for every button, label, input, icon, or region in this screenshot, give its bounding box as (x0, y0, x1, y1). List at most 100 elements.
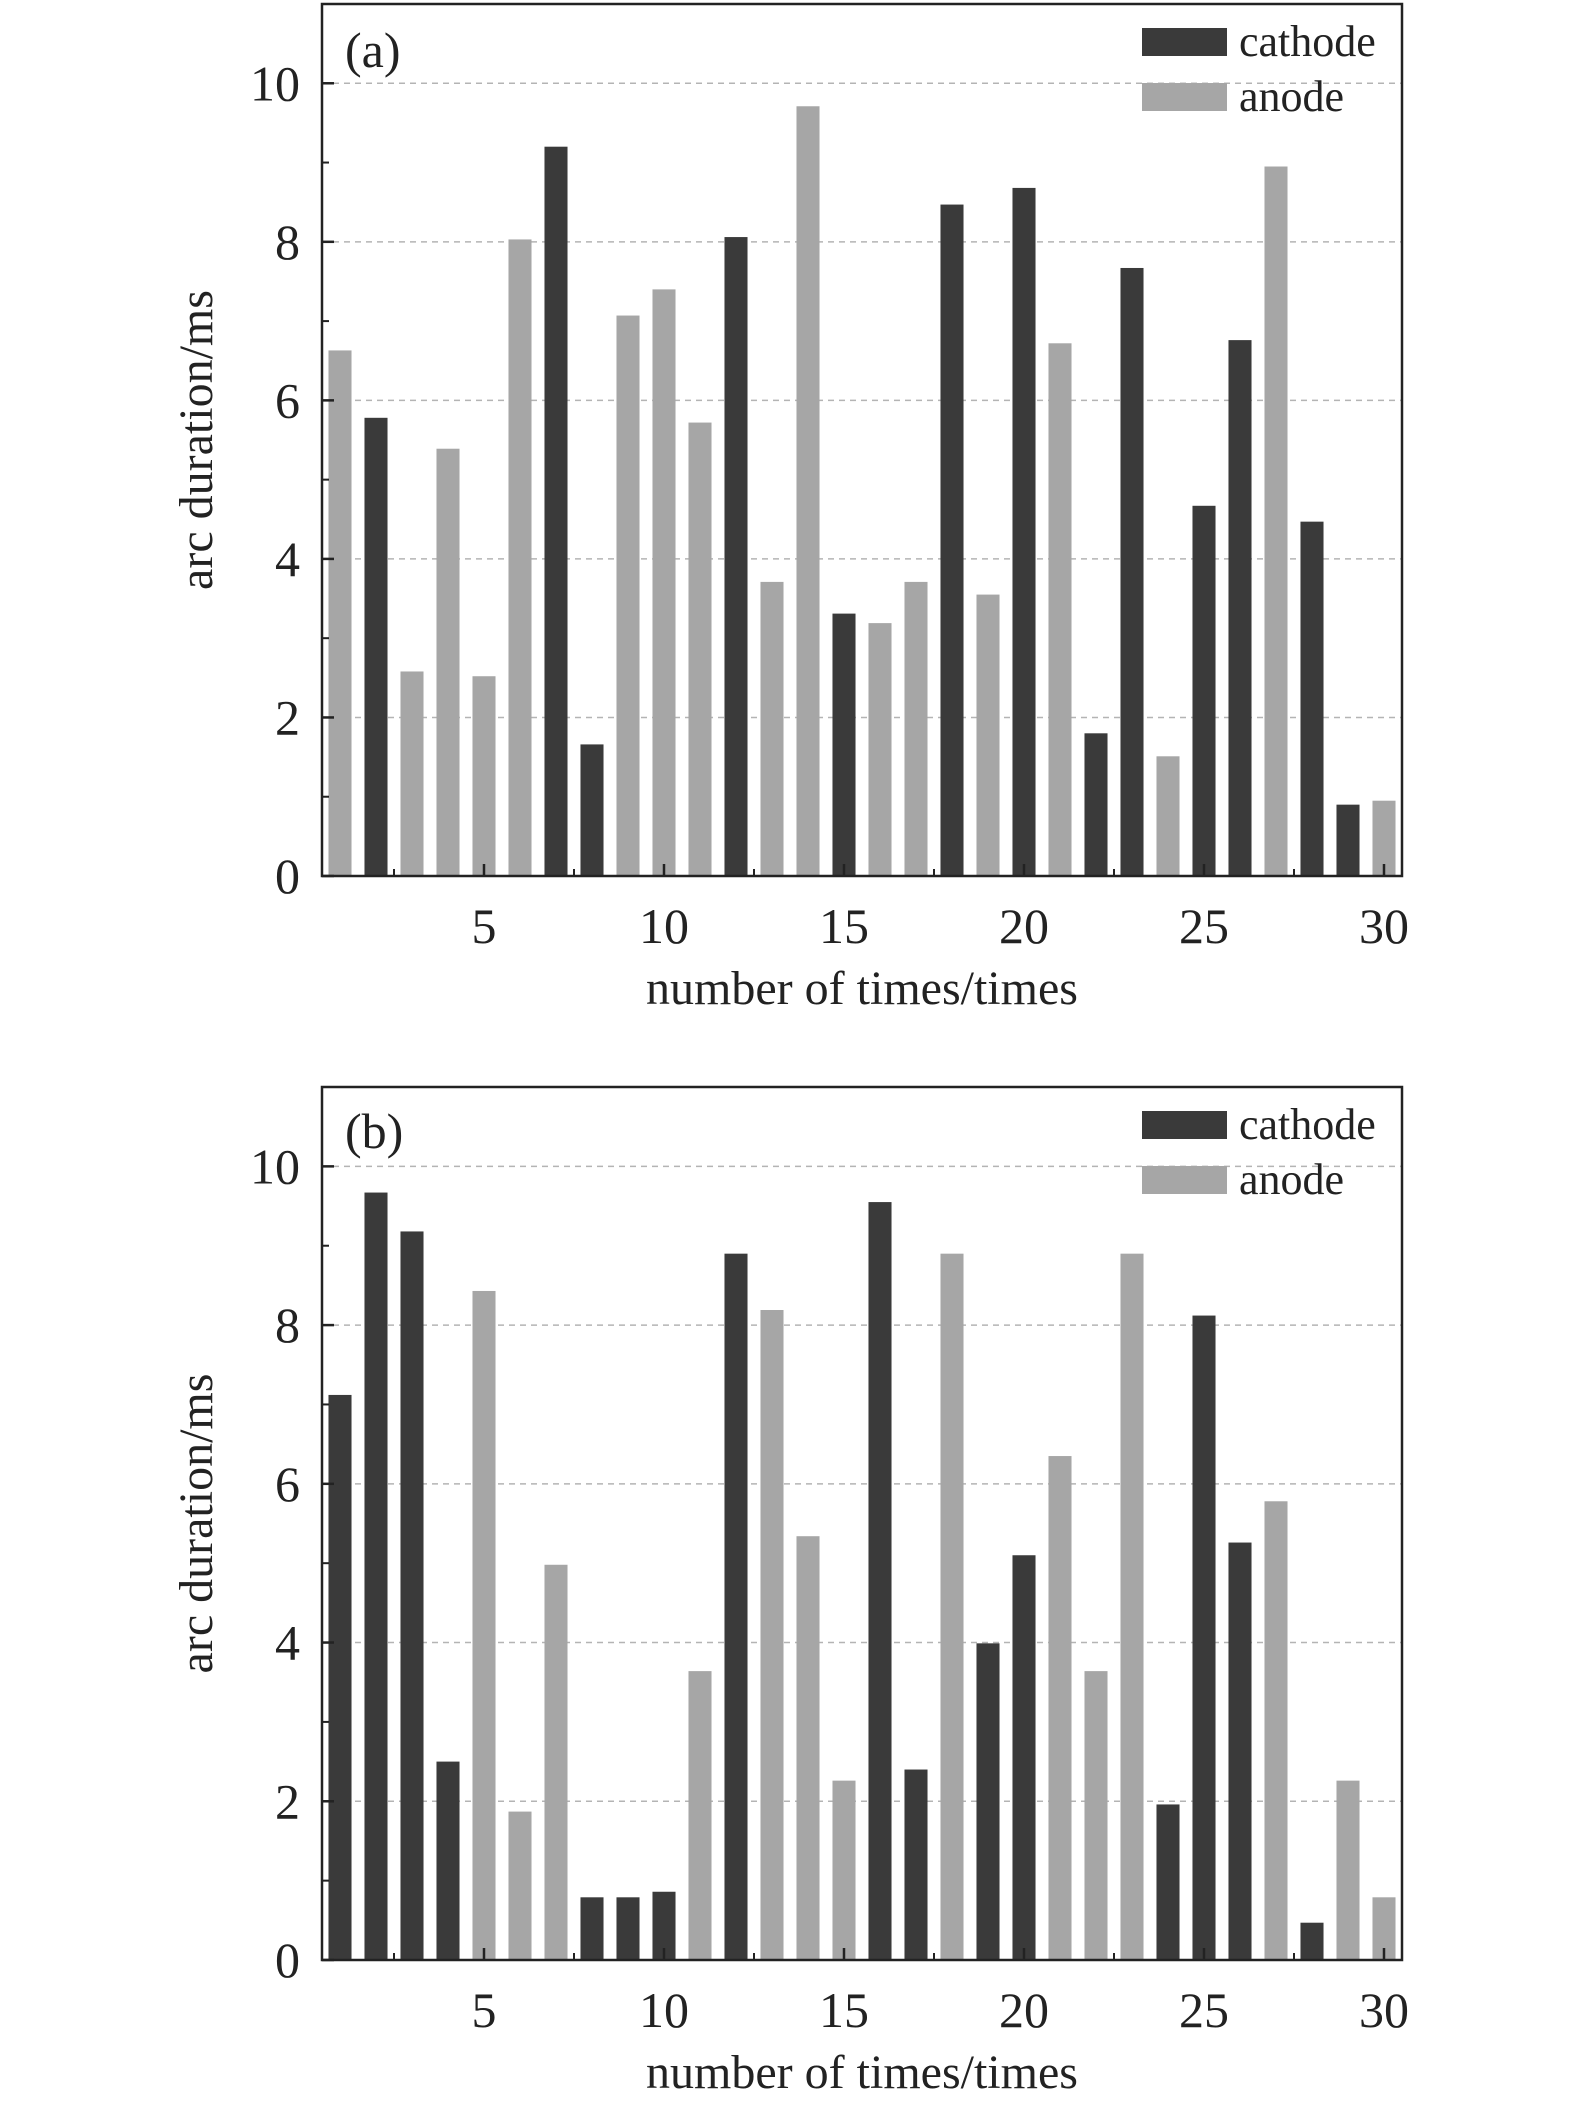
bar-cathode-25 (1192, 1315, 1216, 1960)
bar-cathode-12 (724, 237, 748, 876)
y-tick-label: 8 (275, 214, 300, 270)
bar-anode-11 (688, 422, 712, 876)
bar-cathode-28 (1300, 521, 1324, 876)
x-axis-title: number of times/times (646, 2046, 1078, 2099)
bar-anode-30 (1372, 1897, 1396, 1960)
bar-cathode-19 (976, 1643, 1000, 1960)
bar-cathode-25 (1192, 505, 1216, 876)
bar-anode-21 (1048, 343, 1072, 877)
bar-anode-14 (796, 106, 820, 876)
bar-anode-17 (904, 581, 928, 876)
y-tick-label: 0 (275, 848, 300, 904)
y-axis-title: arc duration/ms (170, 1374, 223, 1674)
bar-cathode-1 (328, 1394, 352, 1960)
x-axis-title: number of times/times (646, 962, 1078, 1015)
bar-anode-14 (796, 1536, 820, 1960)
bar-cathode-26 (1228, 1542, 1252, 1960)
bar-cathode-3 (400, 1231, 424, 1960)
bar-anode-27 (1264, 166, 1288, 876)
bar-cathode-22 (1084, 733, 1108, 876)
x-tick-label: 15 (819, 898, 869, 954)
bar-anode-13 (760, 1310, 784, 1960)
bar-cathode-26 (1228, 340, 1252, 877)
bar-cathode-20 (1012, 1555, 1036, 1960)
bar-anode-18 (940, 1253, 964, 1960)
bar-anode-1 (328, 350, 352, 876)
y-tick-label: 0 (275, 1932, 300, 1988)
bar-anode-11 (688, 1671, 712, 1960)
bar-cathode-18 (940, 204, 964, 876)
bar-anode-10 (652, 289, 676, 876)
chart-panel-a: 0 2 4 6 8 10 5 10 15 20 25 30 number of times/times a… (170, 2, 1409, 1015)
y-tick-label: 6 (275, 372, 300, 428)
bar-anode-22 (1084, 1671, 1108, 1960)
bar-anode-6 (508, 1811, 532, 1960)
chart-panel-b: 0 2 4 6 8 10 5 10 15 20 25 30 number of times/times a… (170, 1085, 1409, 2099)
bar-anode-5 (472, 676, 496, 876)
bar-anode-6 (508, 239, 532, 876)
x-tick-label: 15 (819, 1982, 869, 2038)
y-tick-label: 2 (275, 1773, 300, 1829)
bar-cathode-2 (364, 1192, 388, 1960)
bar-cathode-20 (1012, 187, 1036, 876)
x-tick-label: 20 (999, 1982, 1049, 2038)
bar-cathode-23 (1120, 267, 1144, 877)
panel-label-b: (b) (345, 1103, 403, 1159)
y-tick-label: 2 (275, 689, 300, 745)
y-tick-label: 8 (275, 1297, 300, 1353)
plot-frame (320, 2, 1404, 878)
bar-cathode-12 (724, 1253, 748, 1960)
panel-label-a: (a) (345, 22, 401, 78)
bar-cathode-2 (364, 417, 388, 876)
bar-cathode-28 (1300, 1922, 1324, 1960)
legend-swatch-anode (1142, 1166, 1227, 1194)
x-tick-label: 5 (472, 1982, 497, 2038)
plot-frame (320, 1085, 1404, 1962)
legend-swatch-cathode (1142, 28, 1227, 56)
bar-anode-29 (1336, 1780, 1360, 1960)
legend-swatch-anode (1142, 83, 1227, 111)
x-tick-label: 10 (639, 1982, 689, 2038)
y-tick-label: 4 (275, 1615, 300, 1671)
y-tick-label: 4 (275, 531, 300, 587)
bar-anode-23 (1120, 1253, 1144, 1960)
bar-cathode-29 (1336, 804, 1360, 876)
y-tick-label: 10 (250, 55, 300, 111)
bar-cathode-17 (904, 1769, 928, 1960)
bar-cathode-9 (616, 1897, 640, 1960)
bar-anode-30 (1372, 800, 1396, 876)
bar-anode-9 (616, 315, 640, 876)
bar-anode-7 (544, 1564, 568, 1960)
bar-anode-21 (1048, 1456, 1072, 1960)
bar-anode-24 (1156, 756, 1180, 876)
bar-cathode-4 (436, 1761, 460, 1960)
x-tick-label: 10 (639, 898, 689, 954)
x-tick-label: 20 (999, 898, 1049, 954)
bar-anode-5 (472, 1290, 496, 1960)
bar-cathode-16 (868, 1202, 892, 1960)
x-tick-label: 30 (1359, 1982, 1409, 2038)
bar-anode-27 (1264, 1501, 1288, 1960)
bar-anode-3 (400, 671, 424, 876)
bar-cathode-7 (544, 146, 568, 876)
legend-label-cathode: cathode (1239, 17, 1376, 66)
y-tick-label: 10 (250, 1138, 300, 1194)
legend-label-anode: anode (1239, 72, 1344, 121)
bar-cathode-15 (832, 613, 856, 876)
x-tick-label: 5 (472, 898, 497, 954)
bar-cathode-8 (580, 744, 604, 876)
bar-anode-13 (760, 581, 784, 876)
bar-anode-16 (868, 623, 892, 876)
y-axis-title: arc duration/ms (170, 290, 223, 590)
bar-cathode-10 (652, 1891, 676, 1960)
y-tick-label: 6 (275, 1456, 300, 1512)
legend-swatch-cathode (1142, 1111, 1227, 1139)
x-tick-label: 25 (1179, 1982, 1229, 2038)
legend-label-anode: anode (1239, 1155, 1344, 1204)
bar-anode-15 (832, 1780, 856, 1960)
x-tick-label: 25 (1179, 898, 1229, 954)
bar-anode-19 (976, 594, 1000, 876)
bar-cathode-24 (1156, 1804, 1180, 1960)
bar-anode-4 (436, 448, 460, 876)
